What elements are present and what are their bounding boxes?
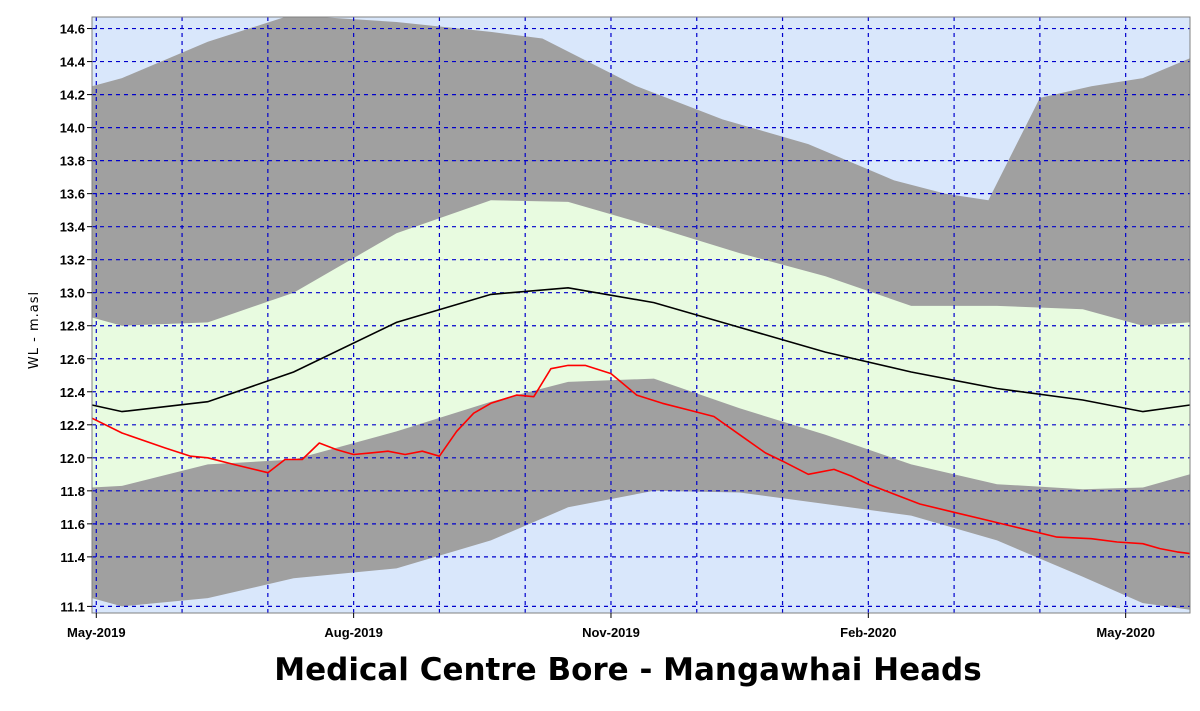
y-tick-label: 13.2 <box>60 253 85 268</box>
y-tick-label: 14.0 <box>60 121 85 136</box>
y-tick-label: 14.4 <box>60 55 86 70</box>
y-tick-label: 11.8 <box>60 484 85 499</box>
y-tick-label: 12.0 <box>60 451 85 466</box>
plot-area <box>91 17 1191 613</box>
plot-frame <box>91 16 1191 614</box>
y-tick-label: 13.6 <box>60 187 85 202</box>
y-tick-label: 12.8 <box>60 319 85 334</box>
x-tick-label: May-2019 <box>67 625 126 640</box>
y-tick-label: 11.4 <box>60 550 85 565</box>
y-tick-label: 14.2 <box>60 88 85 103</box>
median-line <box>91 286 1191 413</box>
y-tick-label: 12.6 <box>60 352 85 367</box>
y-tick-label: 11.1 <box>60 599 85 614</box>
y-tick-label: 13.0 <box>60 286 85 301</box>
x-tick-label: Feb-2020 <box>840 625 896 640</box>
y-tick-label: 13.8 <box>60 154 85 169</box>
y-tick-label: 13.4 <box>60 220 86 235</box>
y-axis-label: WL - m.asl <box>27 291 42 369</box>
y-tick-label: 11.6 <box>60 517 85 532</box>
x-tick-label: Aug-2019 <box>324 625 383 640</box>
y-tick-label: 12.2 <box>60 418 85 433</box>
y-tick-label: 12.4 <box>60 385 86 400</box>
x-tick-label: May-2020 <box>1096 625 1155 640</box>
inner-range-band <box>92 200 1190 490</box>
axes: 11.1 11.4 11.6 11.8 12.0 12.2 12.4 12.6 12.8 13.0… <box>60 16 1191 640</box>
y-tick-label: 14.6 <box>60 22 85 37</box>
chart-title: Medical Centre Bore - Mangawhai Heads <box>274 652 982 688</box>
observed-level-line <box>91 364 1191 555</box>
x-tick-label: Nov-2019 <box>582 625 640 640</box>
